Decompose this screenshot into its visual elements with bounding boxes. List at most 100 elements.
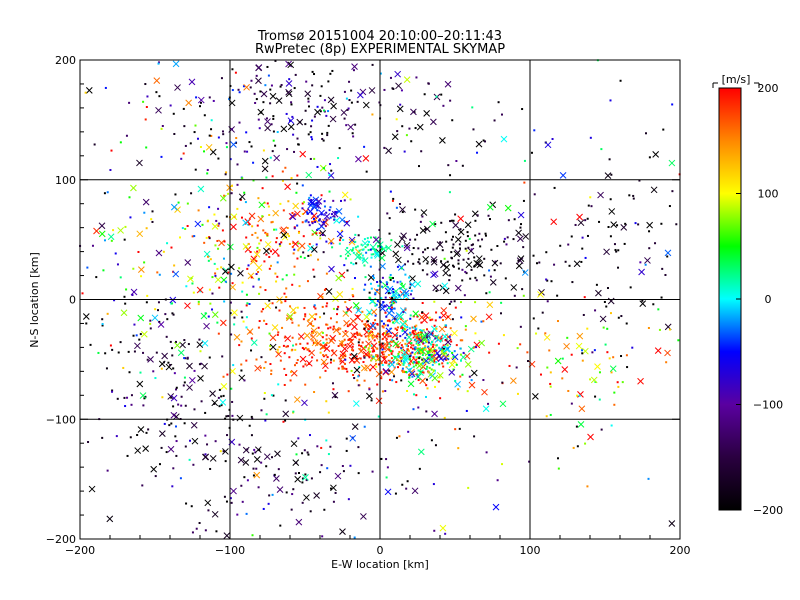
data-point [553,186,556,189]
data-point [415,373,418,376]
data-point [364,346,367,349]
data-point [353,536,356,539]
data-point [166,318,169,321]
data-point [347,339,350,342]
data-point [461,339,464,342]
data-point [193,408,196,411]
data-point [161,124,164,127]
data-point [363,356,366,359]
data-point [313,304,316,307]
data-point-x [345,306,353,313]
data-point [270,264,273,267]
data-point-x [120,309,128,317]
data-point [162,250,165,253]
data-point [141,484,144,487]
data-point [270,123,273,126]
data-point [279,85,282,88]
data-point [376,300,379,303]
data-point [376,323,379,326]
data-point [317,219,320,222]
data-point [353,377,356,380]
data-point [425,378,428,381]
data-point [149,322,152,325]
data-point [459,228,462,231]
data-point [278,346,281,349]
data-point-x [351,323,358,331]
data-point [123,295,126,298]
data-point-x [330,349,338,357]
data-point [488,351,491,354]
data-point-x [342,330,349,338]
data-point [352,251,355,254]
data-point [364,322,367,325]
data-point [380,320,383,323]
data-point [371,330,374,333]
data-point [169,340,172,343]
data-point [326,131,329,134]
data-point [432,248,435,251]
data-point [480,320,483,323]
data-point-x [362,155,370,162]
data-point [340,343,343,346]
data-point [451,264,454,267]
data-point [368,291,371,294]
data-point-x [310,246,318,253]
data-point [132,267,135,270]
data-point [349,353,352,356]
data-point [578,394,581,397]
data-point-x [197,374,204,382]
data-point [345,220,348,223]
data-point [187,343,190,346]
data-point-x [158,430,166,438]
data-point [172,112,175,115]
data-point-x [610,221,618,228]
data-point-x [638,268,645,276]
data-point [255,98,258,101]
data-point [591,351,594,354]
data-point-x [427,356,435,364]
data-point [644,263,647,266]
data-point [374,362,377,365]
data-point-x [279,227,286,235]
data-point [610,173,613,176]
data-point [411,253,414,256]
data-point [144,83,147,86]
data-point [322,341,325,344]
data-point [190,192,193,195]
colorbar-tick-label: −200 [753,504,783,517]
data-point [586,327,589,330]
data-point [343,117,346,120]
data-point [119,276,122,279]
data-point [358,338,361,341]
data-point [156,271,159,274]
data-point [347,107,350,110]
data-point [411,375,414,378]
data-point-x [289,213,297,221]
data-point-x [248,212,256,220]
data-point [223,300,226,303]
data-point [533,129,536,132]
data-point-x [179,341,186,349]
data-point [388,348,391,351]
data-point [470,379,473,382]
data-point [549,385,552,388]
data-point [327,80,330,83]
data-point [321,305,324,308]
data-point [440,337,443,340]
data-point [380,247,383,250]
data-point-x [335,208,343,215]
data-point [390,357,393,360]
data-point [222,130,225,133]
data-point [383,146,386,149]
data-point [435,290,438,293]
data-point [392,280,395,283]
data-point [306,280,309,283]
data-point [222,450,225,453]
data-point [549,413,552,416]
data-point [382,322,385,325]
data-point [251,534,254,537]
data-point [345,124,348,127]
data-point [416,233,419,236]
data-point [379,246,382,249]
data-point [283,367,286,370]
